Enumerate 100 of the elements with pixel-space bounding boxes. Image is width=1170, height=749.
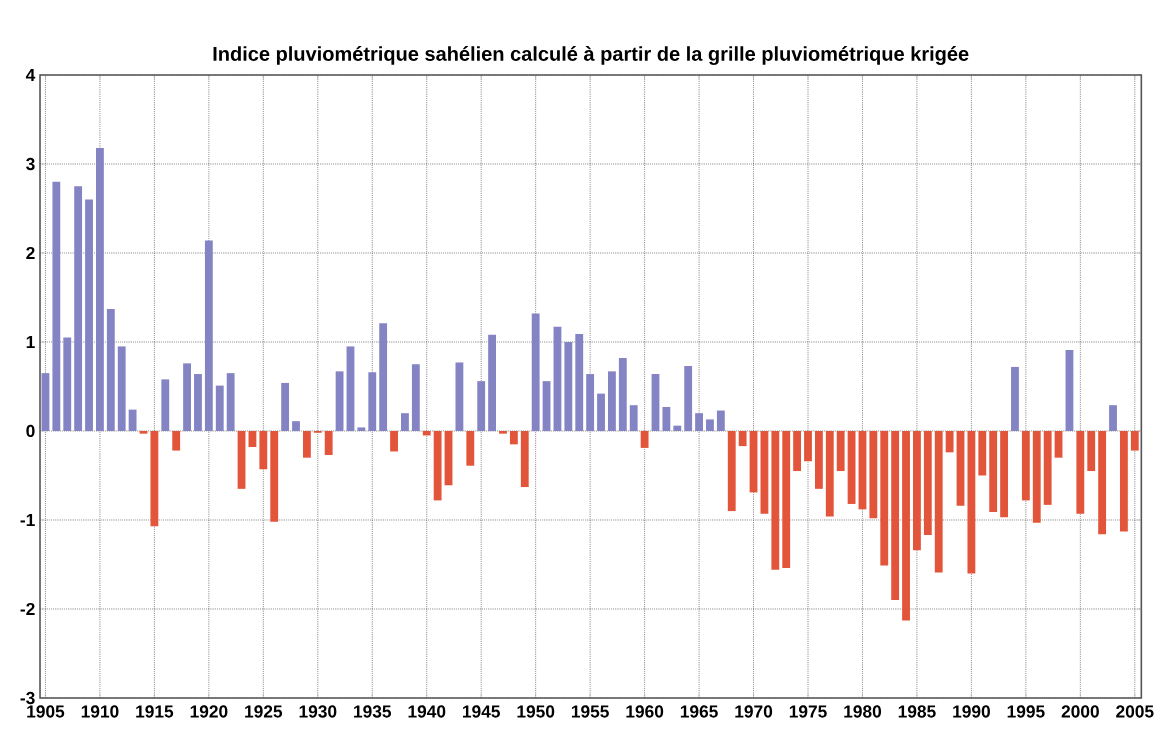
bar bbox=[335, 371, 344, 431]
bar bbox=[1119, 430, 1128, 532]
bar bbox=[1087, 430, 1096, 472]
bar bbox=[455, 362, 464, 431]
bar bbox=[814, 430, 823, 489]
bar bbox=[782, 430, 791, 569]
bar bbox=[346, 346, 355, 431]
bar bbox=[52, 181, 61, 431]
bar bbox=[466, 430, 475, 466]
bar bbox=[488, 334, 497, 431]
bar bbox=[117, 346, 126, 431]
bar bbox=[891, 430, 900, 601]
bar bbox=[106, 309, 115, 431]
bar bbox=[499, 430, 507, 434]
bar bbox=[1076, 430, 1085, 514]
bar bbox=[85, 199, 93, 431]
bar bbox=[183, 363, 191, 431]
bar bbox=[967, 430, 976, 574]
x-tick-label: 1940 bbox=[408, 705, 446, 718]
bar bbox=[706, 419, 714, 431]
bar bbox=[575, 333, 584, 431]
bar bbox=[934, 430, 943, 573]
x-tick-label: 1925 bbox=[245, 705, 283, 718]
bar bbox=[913, 430, 921, 551]
x-tick-label: 1920 bbox=[190, 705, 228, 718]
bar bbox=[923, 430, 932, 536]
bar bbox=[379, 323, 388, 431]
bar bbox=[608, 371, 616, 431]
bar bbox=[302, 430, 311, 458]
x-tick-label: 1930 bbox=[299, 705, 337, 718]
bar bbox=[150, 430, 159, 527]
x-tick-label: 1970 bbox=[735, 705, 773, 718]
bar bbox=[716, 410, 725, 431]
bar bbox=[1000, 430, 1008, 518]
bar bbox=[597, 393, 605, 431]
bar bbox=[401, 413, 409, 431]
x-tick-label: 1985 bbox=[898, 705, 936, 718]
bar bbox=[128, 409, 137, 431]
bar bbox=[226, 373, 235, 431]
bar bbox=[586, 374, 595, 431]
bar bbox=[139, 430, 148, 434]
y-tick-label: -1 bbox=[20, 514, 35, 526]
x-tick-label: 2005 bbox=[1116, 705, 1154, 718]
bar bbox=[63, 337, 72, 431]
bar bbox=[673, 425, 682, 431]
x-tick-label: 2000 bbox=[1061, 705, 1099, 718]
bar bbox=[836, 430, 845, 472]
x-tick-label: 1960 bbox=[626, 705, 664, 718]
x-tick-label: 1995 bbox=[1007, 705, 1045, 718]
bar bbox=[259, 430, 268, 470]
y-tick-label: 1 bbox=[26, 336, 35, 348]
bar bbox=[727, 430, 736, 512]
y-tick-label: -2 bbox=[20, 602, 35, 616]
bar bbox=[422, 430, 431, 436]
bar bbox=[1098, 430, 1107, 535]
bar bbox=[161, 379, 170, 431]
bar bbox=[738, 430, 747, 447]
x-tick-label: 1950 bbox=[517, 705, 555, 718]
bar bbox=[640, 430, 649, 448]
bar bbox=[804, 430, 812, 462]
bar bbox=[1021, 430, 1030, 501]
bar bbox=[509, 430, 518, 445]
bar bbox=[564, 341, 573, 431]
x-tick-label: 1905 bbox=[27, 705, 65, 718]
x-tick-label: 1910 bbox=[81, 705, 119, 718]
bar bbox=[215, 385, 224, 431]
bar bbox=[880, 430, 889, 566]
bar bbox=[945, 430, 954, 453]
x-tick-label: 1980 bbox=[844, 705, 882, 718]
x-tick-label: 1945 bbox=[463, 705, 500, 718]
bar bbox=[1109, 405, 1117, 431]
bar bbox=[1043, 430, 1052, 505]
x-tick-label: 1955 bbox=[571, 705, 609, 718]
bar bbox=[825, 430, 834, 517]
bar bbox=[618, 358, 627, 431]
bar bbox=[292, 421, 300, 431]
bar bbox=[194, 374, 202, 431]
bar bbox=[74, 186, 83, 431]
bar bbox=[978, 430, 987, 476]
y-tick-label: 2 bbox=[26, 246, 35, 260]
bar bbox=[542, 381, 551, 431]
bar bbox=[1054, 430, 1063, 458]
bar bbox=[1032, 430, 1041, 523]
bar bbox=[1011, 366, 1019, 431]
y-tick-label: -3 bbox=[20, 691, 35, 705]
x-tick-label: 1990 bbox=[953, 705, 990, 718]
bar bbox=[357, 427, 366, 431]
bar bbox=[793, 430, 802, 472]
y-tick-label: 4 bbox=[25, 69, 36, 81]
bar bbox=[281, 382, 290, 431]
y-tick-label: 3 bbox=[26, 157, 35, 171]
bar bbox=[477, 381, 486, 431]
bar bbox=[695, 413, 703, 431]
x-tick-label: 1975 bbox=[789, 705, 827, 718]
bar bbox=[172, 430, 181, 451]
bar bbox=[270, 430, 279, 522]
x-tick-label: 1965 bbox=[680, 705, 718, 718]
bar bbox=[520, 430, 529, 488]
bar bbox=[1130, 430, 1139, 451]
bar bbox=[531, 313, 540, 431]
